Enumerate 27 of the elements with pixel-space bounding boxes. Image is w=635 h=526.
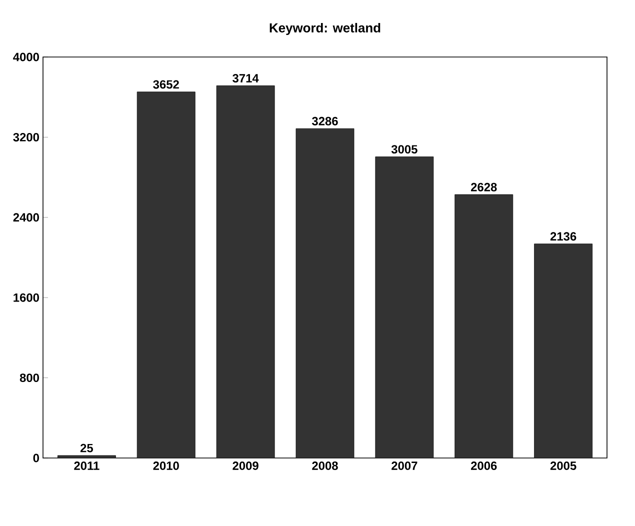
- bar: [137, 92, 196, 458]
- x-tick-label: 2005: [550, 462, 576, 470]
- bar: [454, 194, 513, 458]
- bar: [534, 244, 593, 458]
- data-label: 2136: [550, 232, 576, 241]
- x-tick-label: 2009: [232, 462, 258, 470]
- bar: [296, 128, 354, 458]
- bar: [375, 156, 434, 458]
- y-tick-label: 4000: [13, 52, 39, 62]
- data-label: 3652: [153, 80, 179, 89]
- x-tick-label: 2011: [74, 462, 100, 470]
- y-tick-label: 2400: [13, 213, 39, 222]
- y-tick-label: 0: [33, 454, 39, 462]
- y-tick-label: 3200: [13, 132, 39, 142]
- y-tick-label: 800: [20, 374, 39, 382]
- data-label: 3286: [312, 116, 338, 126]
- x-tick-label: 2006: [470, 462, 497, 470]
- chart-title: Keyword: wetland: [270, 22, 380, 36]
- data-label: 25: [80, 444, 93, 452]
- bar: [216, 86, 275, 458]
- data-label: 3714: [232, 74, 259, 82]
- x-tick-label: 2007: [392, 462, 418, 470]
- data-label: 3005: [391, 145, 418, 154]
- data-label: 2628: [470, 182, 497, 192]
- y-tick-label: 1600: [14, 293, 39, 302]
- x-tick-label: 2008: [312, 462, 338, 470]
- x-tick-label: 2010: [153, 462, 179, 470]
